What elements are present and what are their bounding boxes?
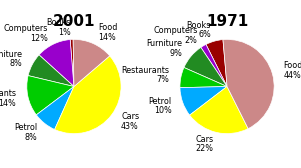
Text: Furniture
8%: Furniture 8% bbox=[0, 50, 22, 68]
Wedge shape bbox=[223, 39, 274, 129]
Text: Books
6%: Books 6% bbox=[187, 20, 211, 39]
Title: 1971: 1971 bbox=[206, 14, 248, 29]
Wedge shape bbox=[36, 87, 74, 130]
Wedge shape bbox=[180, 87, 227, 115]
Text: Computers
12%: Computers 12% bbox=[4, 24, 48, 43]
Text: Cars
43%: Cars 43% bbox=[121, 112, 139, 131]
Text: Petrol
10%: Petrol 10% bbox=[148, 97, 172, 115]
Wedge shape bbox=[27, 76, 74, 115]
Title: 2001: 2001 bbox=[53, 14, 95, 29]
Text: Food
44%: Food 44% bbox=[284, 61, 301, 80]
Text: Books
1%: Books 1% bbox=[47, 18, 71, 37]
Text: Petrol
8%: Petrol 8% bbox=[14, 123, 37, 142]
Wedge shape bbox=[190, 87, 248, 134]
Wedge shape bbox=[73, 39, 110, 87]
Text: Computers
2%: Computers 2% bbox=[153, 26, 197, 45]
Text: Food
14%: Food 14% bbox=[98, 24, 117, 42]
Wedge shape bbox=[28, 55, 74, 87]
Wedge shape bbox=[206, 40, 227, 87]
Wedge shape bbox=[184, 47, 227, 87]
Text: Restaurants
7%: Restaurants 7% bbox=[121, 66, 169, 85]
Wedge shape bbox=[180, 68, 227, 88]
Text: Furniture
9%: Furniture 9% bbox=[146, 39, 182, 58]
Wedge shape bbox=[39, 39, 74, 87]
Text: Cars
22%: Cars 22% bbox=[196, 135, 214, 153]
Wedge shape bbox=[54, 56, 121, 134]
Wedge shape bbox=[201, 44, 227, 87]
Text: Restaurants
14%: Restaurants 14% bbox=[0, 89, 16, 108]
Wedge shape bbox=[70, 39, 74, 87]
